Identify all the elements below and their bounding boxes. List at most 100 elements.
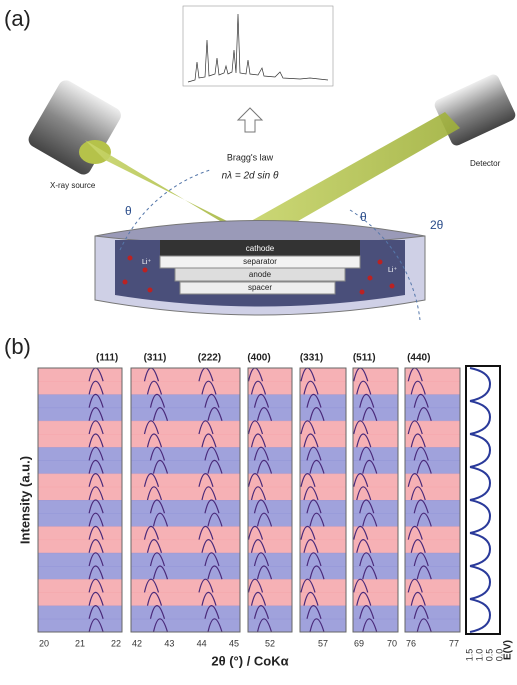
stripe (353, 513, 398, 527)
stripe (131, 474, 240, 488)
stripe (38, 500, 122, 514)
e-tick-label: 0.5 (484, 649, 494, 662)
stripe (300, 368, 346, 382)
stripe (131, 566, 240, 580)
stripe (38, 619, 122, 633)
detector-label: Detector (470, 159, 501, 168)
peak-label: (222) (198, 353, 221, 364)
peak-label: (111) (96, 353, 118, 364)
law-equation: nλ = 2d sin θ (222, 171, 279, 182)
stripe (131, 368, 240, 382)
x-tick-label: 42 (132, 638, 142, 648)
stripe (38, 566, 122, 580)
stripe (405, 566, 460, 580)
stripe (131, 619, 240, 633)
layer-label: cathode (246, 244, 275, 253)
stripe (353, 381, 398, 395)
stripe (248, 566, 292, 580)
ion-label: Li⁺ (388, 267, 397, 274)
xray-source (26, 77, 124, 177)
x-tick-label: 21 (75, 638, 85, 648)
stripe (405, 421, 460, 435)
x-tick-label: 57 (318, 638, 328, 648)
peak-label: (440) (407, 353, 430, 364)
stripe (248, 540, 292, 554)
stripe (405, 606, 460, 620)
x-tick-label: 20 (39, 638, 49, 648)
stripe (131, 408, 240, 422)
stripe (405, 460, 460, 474)
peak-label: (331) (300, 353, 323, 364)
x-tick-label: 43 (164, 638, 174, 648)
stripe (131, 421, 240, 435)
stripe (405, 408, 460, 422)
stripe (131, 394, 240, 408)
stripe (405, 526, 460, 540)
stripe (38, 487, 122, 501)
stripe (131, 460, 240, 474)
stripe (405, 368, 460, 382)
stripe (38, 381, 122, 395)
stripe (38, 460, 122, 474)
stripe (38, 408, 122, 422)
e-tick-label: 1.0 (474, 649, 484, 662)
figure: (a) Bragg's law nλ = 2d sin θ X-ray sour… (0, 0, 517, 685)
stripe (353, 487, 398, 501)
stripe (300, 487, 346, 501)
x-tick-label: 70 (387, 638, 397, 648)
coin-cell (95, 221, 425, 316)
stripe (131, 447, 240, 461)
stripe (353, 566, 398, 580)
stripe (131, 553, 240, 567)
y-axis-label: Intensity (a.u.) (17, 456, 32, 544)
stripe (38, 368, 122, 382)
x-tick-label: 52 (265, 638, 275, 648)
stripe (248, 474, 292, 488)
stripe (38, 553, 122, 567)
stripe (353, 592, 398, 606)
stripe (300, 540, 346, 554)
inset-plot (183, 6, 333, 86)
stripe (248, 526, 292, 540)
stripe (248, 434, 292, 448)
stripe (38, 447, 122, 461)
x-tick-label: 44 (197, 638, 207, 648)
law-title: Bragg's law (227, 152, 274, 162)
stripe (353, 434, 398, 448)
stripe (353, 460, 398, 474)
stripe (131, 526, 240, 540)
stripe (300, 579, 346, 593)
stripe (248, 619, 292, 633)
stripe (405, 447, 460, 461)
panel-label: (b) (4, 334, 31, 359)
stripe (131, 606, 240, 620)
x-tick-label: 45 (229, 638, 239, 648)
stripe (131, 500, 240, 514)
stripe (38, 513, 122, 527)
stripe (248, 579, 292, 593)
e-tick-label: 1.5 (464, 649, 474, 662)
ion-label: Li⁺ (142, 259, 151, 266)
stripe (38, 606, 122, 620)
e-tick-label: 0.0 (494, 649, 504, 662)
stripe (38, 434, 122, 448)
stripe (300, 592, 346, 606)
stripe (300, 526, 346, 540)
stripe (353, 540, 398, 554)
x-tick-label: 77 (449, 638, 459, 648)
stripe (353, 474, 398, 488)
stripe (353, 526, 398, 540)
peak-label: (311) (144, 353, 167, 364)
stripe (405, 394, 460, 408)
stripe (131, 513, 240, 527)
stripe (405, 553, 460, 567)
stripe (405, 619, 460, 633)
stripe (300, 434, 346, 448)
stripe (38, 526, 122, 540)
stripe (248, 421, 292, 435)
stripe (405, 513, 460, 527)
stripe (38, 394, 122, 408)
x-tick-label: 22 (111, 638, 121, 648)
layer-label: anode (249, 270, 272, 279)
stripe (300, 421, 346, 435)
